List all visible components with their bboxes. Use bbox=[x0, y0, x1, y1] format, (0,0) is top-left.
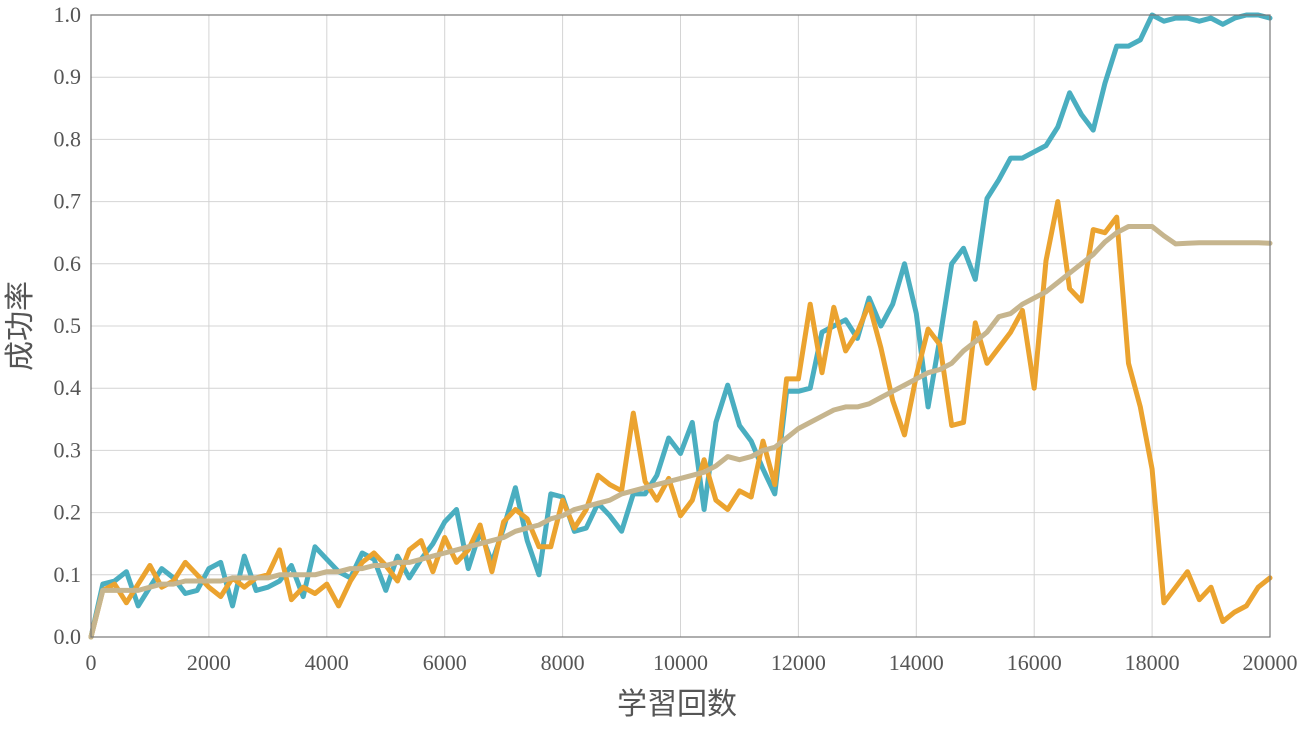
x-tick-labels: 0 2000 4000 6000 8000 10000 12000 14000 16000 180… bbox=[86, 650, 1298, 675]
y-tick-labels: 0.0 0.1 0.2 0.3 0.4 0.5 0.6 0.7 0.8 0.9 1.0 bbox=[54, 2, 82, 649]
x-tick-label: 8000 bbox=[541, 650, 585, 675]
series-line-1 bbox=[88, 12, 1273, 640]
y-tick-label: 0.7 bbox=[54, 189, 82, 214]
x-tick-label: 6000 bbox=[423, 650, 467, 675]
x-tick-label: 20000 bbox=[1243, 650, 1298, 675]
y-tick-label: 0.2 bbox=[54, 500, 82, 525]
x-tick-label: 10000 bbox=[653, 650, 708, 675]
y-tick-label: 0.1 bbox=[54, 562, 82, 587]
y-axis-title: 成功率 bbox=[3, 281, 38, 371]
x-axis-title: 学習回数 bbox=[617, 687, 737, 722]
x-tick-label: 18000 bbox=[1125, 650, 1180, 675]
x-tick-label: 14000 bbox=[889, 650, 944, 675]
series-layer bbox=[88, 12, 1273, 640]
y-tick-label: 1.0 bbox=[54, 2, 82, 27]
y-tick-label: 0.9 bbox=[54, 64, 82, 89]
x-tick-label: 2000 bbox=[187, 650, 231, 675]
x-tick-label: 0 bbox=[86, 650, 97, 675]
y-tick-label: 0.5 bbox=[54, 313, 82, 338]
x-tick-label: 4000 bbox=[305, 650, 349, 675]
plot-frame bbox=[90, 14, 1271, 638]
x-tick-label: 16000 bbox=[1007, 650, 1062, 675]
y-tick-label: 0.3 bbox=[54, 437, 82, 462]
y-tick-label: 0.4 bbox=[54, 375, 82, 400]
y-tick-label: 0.0 bbox=[54, 624, 82, 649]
series-line-2 bbox=[88, 199, 1273, 640]
y-tick-label: 0.8 bbox=[54, 126, 82, 151]
series-line-3 bbox=[88, 224, 1273, 640]
y-tick-label: 0.6 bbox=[54, 251, 82, 276]
x-tick-label: 12000 bbox=[771, 650, 826, 675]
